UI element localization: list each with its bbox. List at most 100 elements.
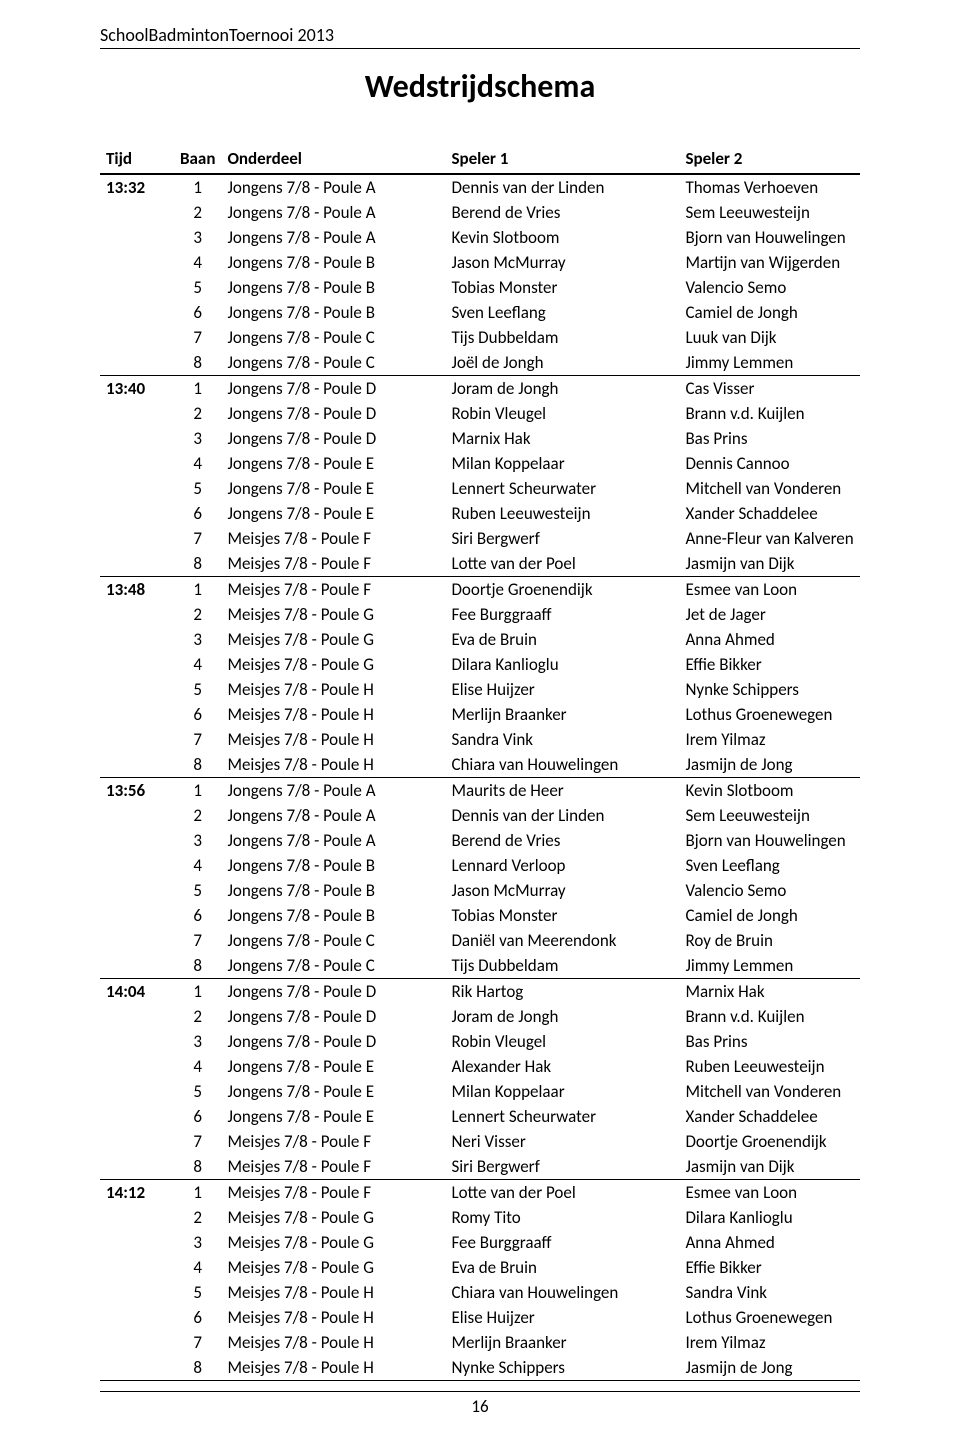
cell-speler1: Nynke Schippers <box>445 1355 679 1381</box>
table-row: 4Jongens 7/8 - Poule EAlexander HakRuben… <box>100 1054 860 1079</box>
cell-onderdeel: Meisjes 7/8 - Poule G <box>221 652 445 677</box>
cell-baan: 1 <box>174 979 221 1005</box>
table-row: 7Meisjes 7/8 - Poule FSiri BergwerfAnne-… <box>100 526 860 551</box>
cell-tijd <box>100 401 174 426</box>
cell-tijd <box>100 1355 174 1381</box>
table-row: 2Jongens 7/8 - Poule ABerend de VriesSem… <box>100 200 860 225</box>
cell-baan: 4 <box>174 451 221 476</box>
cell-speler1: Daniël van Meerendonk <box>445 928 679 953</box>
cell-tijd <box>100 702 174 727</box>
cell-tijd <box>100 1205 174 1230</box>
cell-baan: 2 <box>174 602 221 627</box>
cell-onderdeel: Jongens 7/8 - Poule B <box>221 853 445 878</box>
cell-tijd: 13:40 <box>100 376 174 402</box>
table-row: 4Jongens 7/8 - Poule BLennard VerloopSve… <box>100 853 860 878</box>
cell-onderdeel: Jongens 7/8 - Poule B <box>221 878 445 903</box>
cell-baan: 5 <box>174 878 221 903</box>
table-row: 13:321Jongens 7/8 - Poule ADennis van de… <box>100 174 860 200</box>
cell-speler2: Brann v.d. Kuijlen <box>679 401 860 426</box>
cell-onderdeel: Meisjes 7/8 - Poule F <box>221 526 445 551</box>
cell-onderdeel: Jongens 7/8 - Poule A <box>221 174 445 200</box>
cell-baan: 4 <box>174 250 221 275</box>
cell-onderdeel: Jongens 7/8 - Poule A <box>221 828 445 853</box>
table-row: 7Meisjes 7/8 - Poule HMerlijn BraankerIr… <box>100 1330 860 1355</box>
cell-baan: 3 <box>174 225 221 250</box>
cell-speler2: Jasmijn van Dijk <box>679 551 860 577</box>
cell-baan: 1 <box>174 376 221 402</box>
cell-onderdeel: Jongens 7/8 - Poule B <box>221 275 445 300</box>
cell-speler2: Esmee van Loon <box>679 577 860 603</box>
cell-tijd <box>100 1255 174 1280</box>
cell-speler2: Anna Ahmed <box>679 1230 860 1255</box>
cell-onderdeel: Meisjes 7/8 - Poule F <box>221 1180 445 1206</box>
cell-baan: 6 <box>174 1104 221 1129</box>
cell-onderdeel: Jongens 7/8 - Poule B <box>221 903 445 928</box>
document-header: SchoolBadmintonToernooi 2013 <box>100 24 860 49</box>
col-header-speler1: Speler 1 <box>445 146 679 174</box>
cell-speler2: Camiel de Jongh <box>679 300 860 325</box>
cell-tijd <box>100 501 174 526</box>
cell-speler1: Eva de Bruin <box>445 627 679 652</box>
cell-onderdeel: Jongens 7/8 - Poule D <box>221 1004 445 1029</box>
cell-onderdeel: Meisjes 7/8 - Poule G <box>221 1230 445 1255</box>
table-row: 7Meisjes 7/8 - Poule HSandra VinkIrem Yi… <box>100 727 860 752</box>
cell-tijd <box>100 1305 174 1330</box>
cell-baan: 7 <box>174 325 221 350</box>
table-row: 8Jongens 7/8 - Poule CJoël de JonghJimmy… <box>100 350 860 376</box>
cell-speler1: Siri Bergwerf <box>445 526 679 551</box>
cell-speler1: Milan Koppelaar <box>445 1079 679 1104</box>
cell-speler1: Alexander Hak <box>445 1054 679 1079</box>
cell-speler1: Marnix Hak <box>445 426 679 451</box>
cell-speler1: Jason McMurray <box>445 878 679 903</box>
cell-baan: 8 <box>174 752 221 778</box>
cell-tijd <box>100 1230 174 1255</box>
cell-speler1: Robin Vleugel <box>445 1029 679 1054</box>
cell-onderdeel: Meisjes 7/8 - Poule F <box>221 1154 445 1180</box>
table-row: 4Jongens 7/8 - Poule BJason McMurrayMart… <box>100 250 860 275</box>
cell-speler2: Esmee van Loon <box>679 1180 860 1206</box>
cell-baan: 7 <box>174 526 221 551</box>
cell-speler2: Effie Bikker <box>679 1255 860 1280</box>
table-row: 6Meisjes 7/8 - Poule HElise HuijzerLothu… <box>100 1305 860 1330</box>
cell-speler2: Luuk van Dijk <box>679 325 860 350</box>
cell-tijd <box>100 853 174 878</box>
cell-onderdeel: Meisjes 7/8 - Poule H <box>221 702 445 727</box>
cell-speler2: Jasmijn van Dijk <box>679 1154 860 1180</box>
cell-speler1: Siri Bergwerf <box>445 1154 679 1180</box>
cell-tijd <box>100 275 174 300</box>
cell-onderdeel: Jongens 7/8 - Poule E <box>221 451 445 476</box>
cell-tijd: 13:32 <box>100 174 174 200</box>
cell-tijd <box>100 451 174 476</box>
table-row: 3Jongens 7/8 - Poule DRobin VleugelBas P… <box>100 1029 860 1054</box>
col-header-baan: Baan <box>174 146 221 174</box>
table-row: 8Meisjes 7/8 - Poule FLotte van der Poel… <box>100 551 860 577</box>
cell-baan: 3 <box>174 828 221 853</box>
cell-tijd <box>100 1129 174 1154</box>
table-row: 6Jongens 7/8 - Poule ELennert Scheurwate… <box>100 1104 860 1129</box>
cell-speler2: Mitchell van Vonderen <box>679 476 860 501</box>
cell-baan: 6 <box>174 1305 221 1330</box>
schedule-table: Tijd Baan Onderdeel Speler 1 Speler 2 13… <box>100 146 860 1381</box>
cell-baan: 7 <box>174 727 221 752</box>
table-row: 6Jongens 7/8 - Poule BSven LeeflangCamie… <box>100 300 860 325</box>
cell-baan: 6 <box>174 702 221 727</box>
cell-speler1: Tijs Dubbeldam <box>445 953 679 979</box>
cell-baan: 1 <box>174 1180 221 1206</box>
cell-baan: 5 <box>174 476 221 501</box>
cell-speler2: Cas Visser <box>679 376 860 402</box>
cell-tijd <box>100 1029 174 1054</box>
cell-speler2: Effie Bikker <box>679 652 860 677</box>
table-row: 13:561Jongens 7/8 - Poule AMaurits de He… <box>100 778 860 804</box>
cell-tijd <box>100 1154 174 1180</box>
cell-speler2: Roy de Bruin <box>679 928 860 953</box>
cell-baan: 4 <box>174 1255 221 1280</box>
cell-onderdeel: Jongens 7/8 - Poule B <box>221 300 445 325</box>
cell-tijd <box>100 903 174 928</box>
cell-baan: 1 <box>174 577 221 603</box>
cell-baan: 5 <box>174 275 221 300</box>
table-row: 4Meisjes 7/8 - Poule GEva de BruinEffie … <box>100 1255 860 1280</box>
cell-tijd <box>100 1330 174 1355</box>
cell-speler2: Thomas Verhoeven <box>679 174 860 200</box>
cell-speler2: Valencio Semo <box>679 878 860 903</box>
cell-speler2: Sem Leeuwesteijn <box>679 200 860 225</box>
